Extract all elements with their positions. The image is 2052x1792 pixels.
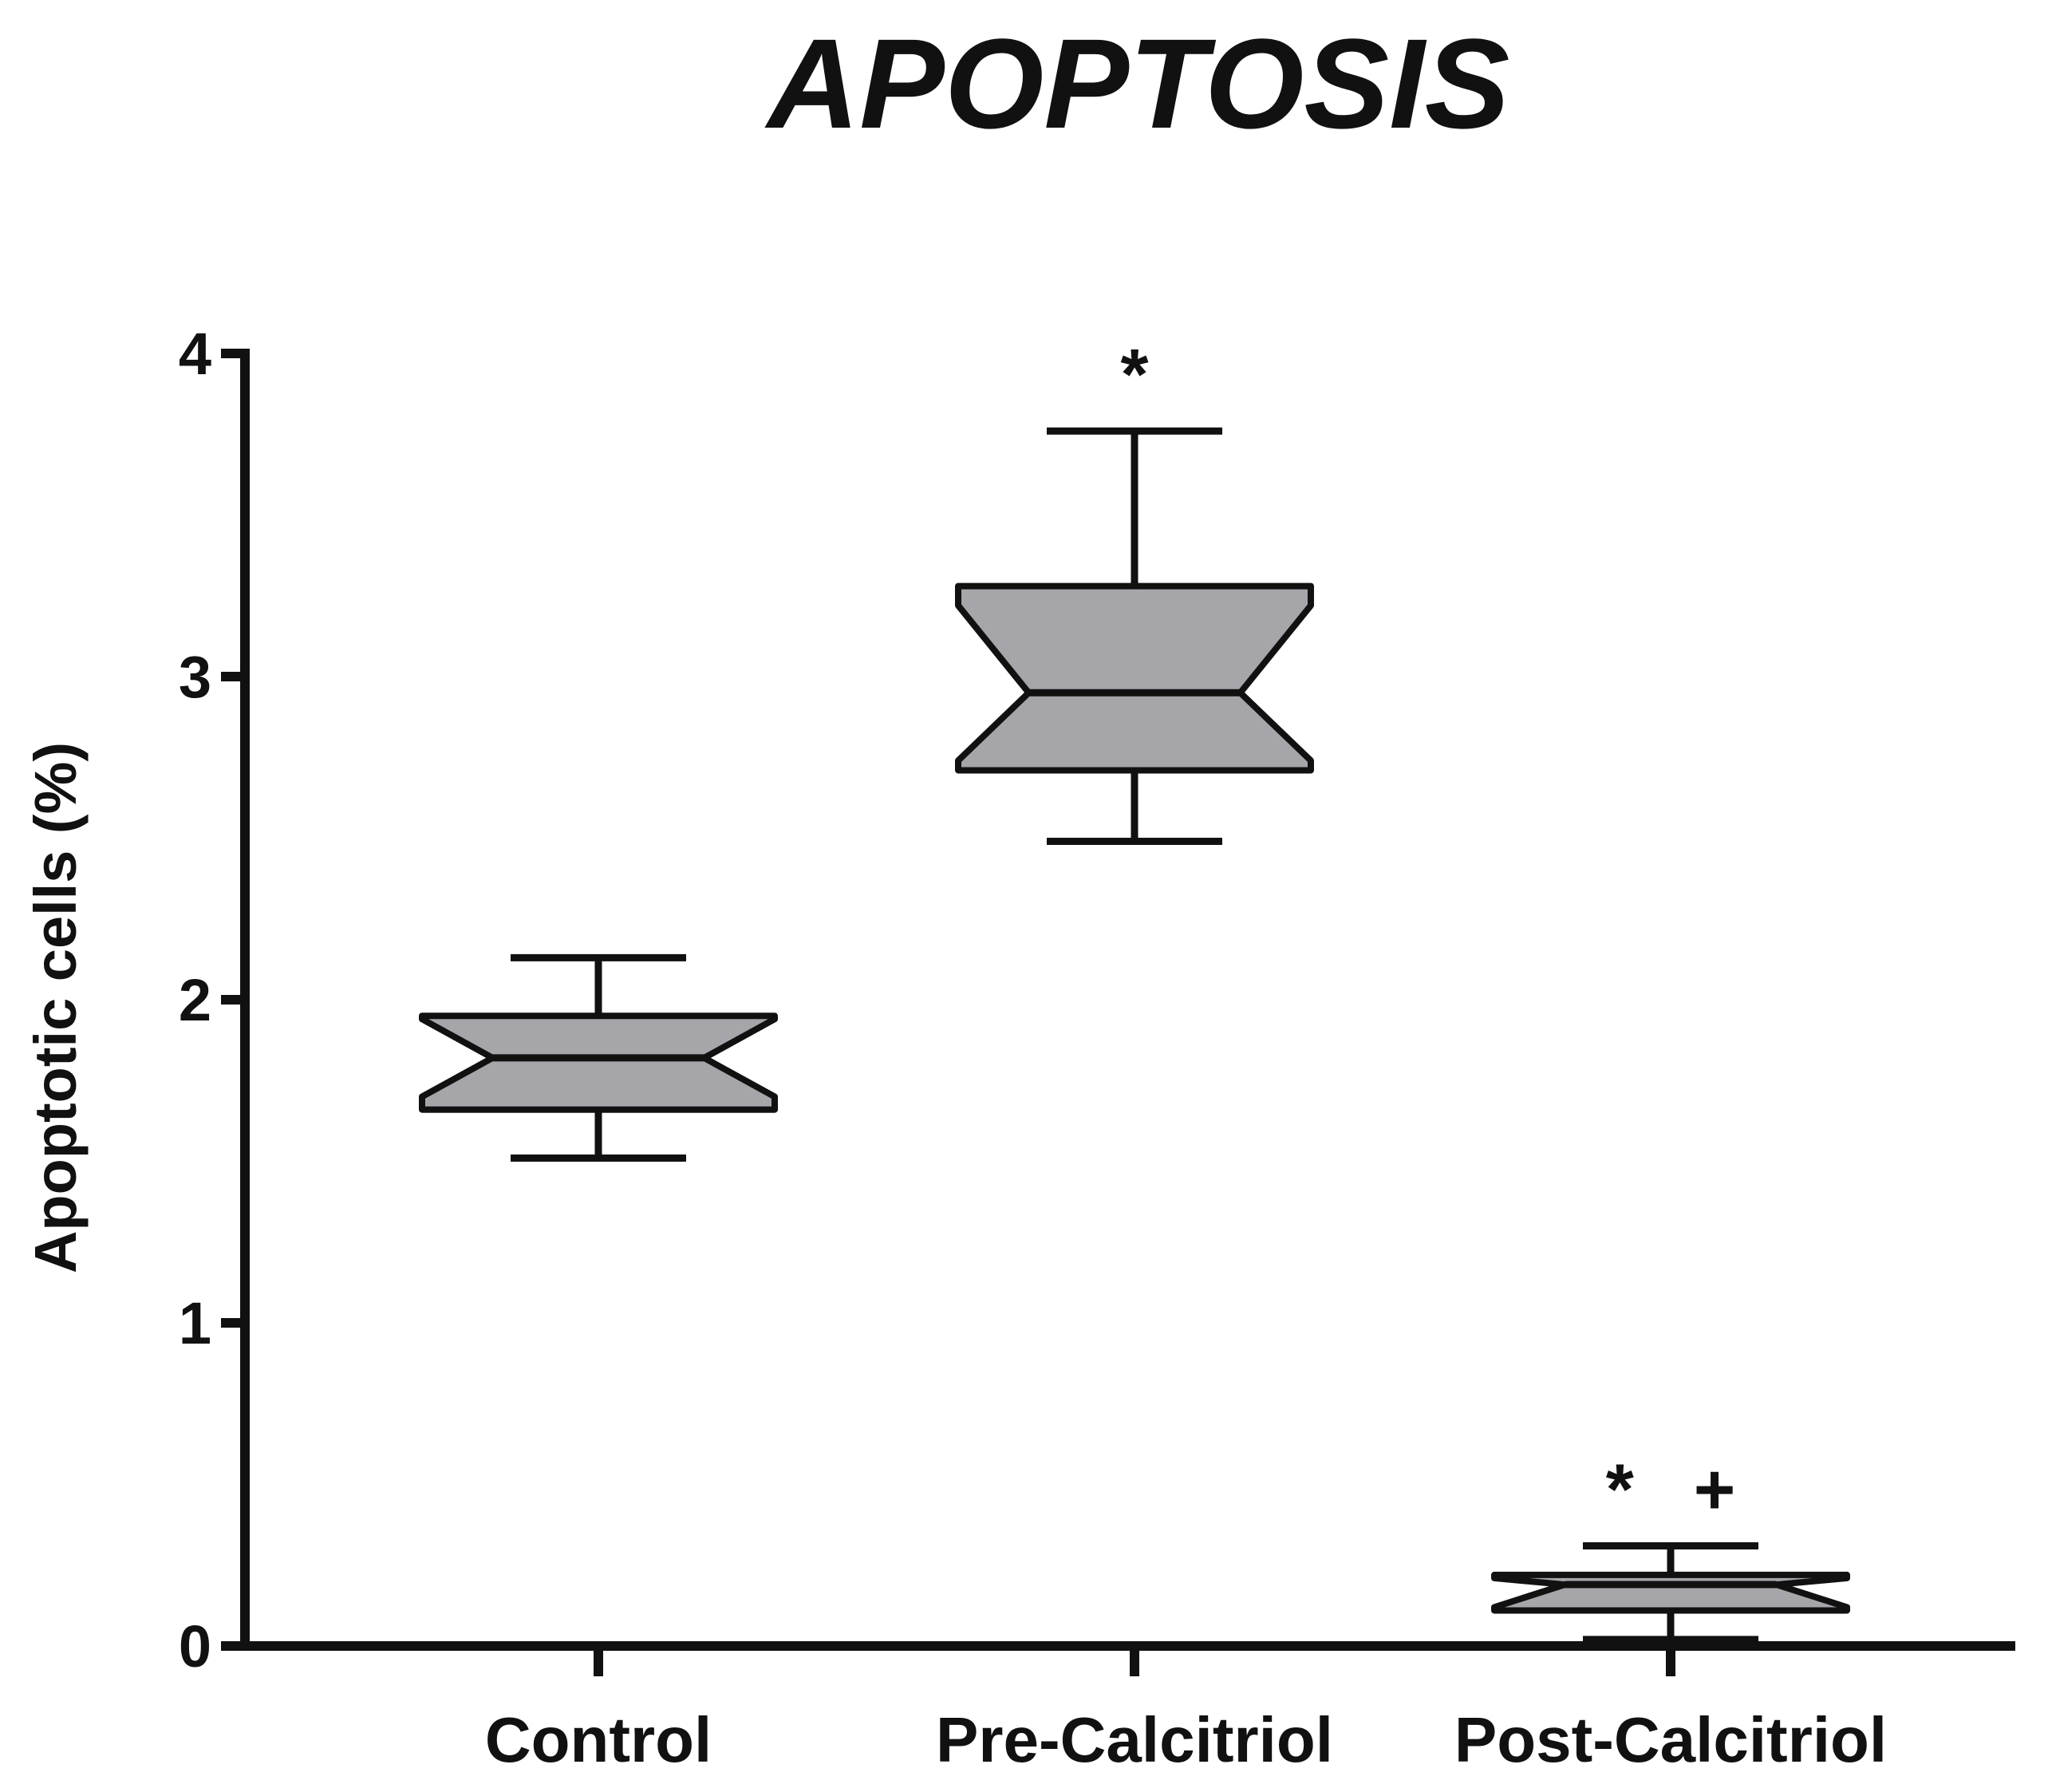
x-tick-label: Pre-Calcitriol — [936, 1704, 1333, 1775]
box — [955, 582, 1314, 774]
significance-mark: * — [1120, 335, 1148, 415]
box — [1491, 1571, 1850, 1614]
chart-title: APOPTOSIS — [764, 12, 1510, 155]
x-tick-label: Post-Calcitriol — [1454, 1704, 1887, 1775]
y-tick-label: 1 — [179, 1290, 211, 1356]
box — [419, 1012, 778, 1113]
significance-mark: * + — [1606, 1450, 1736, 1530]
x-tick-label: Control — [485, 1704, 712, 1775]
y-tick-label: 2 — [179, 967, 211, 1033]
y-axis-label: Apoptotic cells (%) — [22, 742, 89, 1273]
y-tick-label: 3 — [179, 644, 211, 710]
y-tick-label: 4 — [179, 321, 211, 387]
y-tick-label: 0 — [179, 1613, 211, 1680]
